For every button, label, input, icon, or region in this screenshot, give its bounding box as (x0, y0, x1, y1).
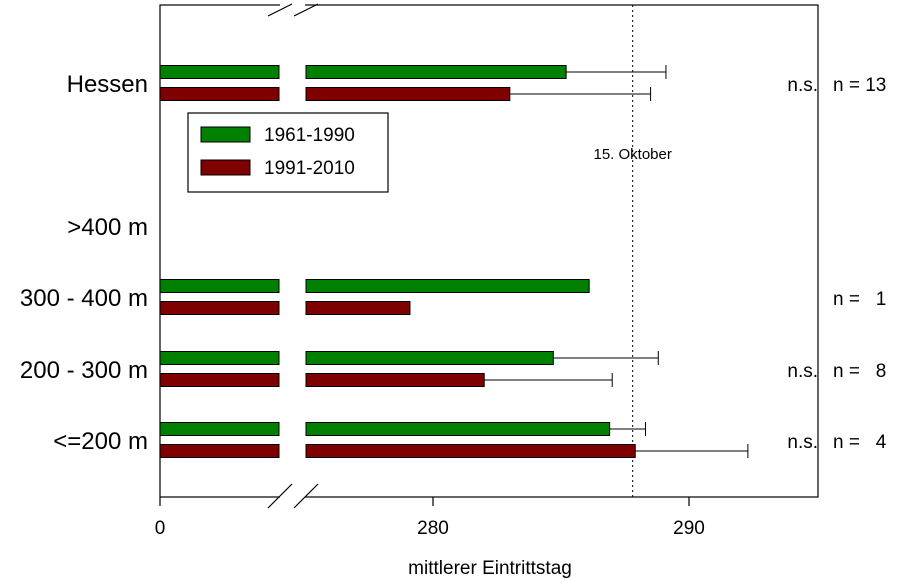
bar-1961-1990 (305, 422, 611, 436)
break-slash-bottom (267, 483, 293, 509)
bar-1991-2010 (305, 87, 511, 101)
x-axis-label: mittlerer Eintrittstag (408, 558, 572, 579)
category-label: >400 m (67, 214, 148, 241)
bars-group (159, 65, 636, 458)
break-slash-top (293, 3, 319, 17)
bar-1961-1990 (159, 65, 280, 79)
break-slash-top (267, 3, 293, 17)
legend-box (187, 112, 389, 193)
bar-1961-1990 (159, 422, 280, 436)
plot-frame (159, 4, 819, 498)
x-axis-ticks: 0 280 290 (155, 497, 705, 539)
reference-line-group: 15. Oktober (593, 5, 672, 497)
bar-1961-1990 (305, 65, 567, 79)
legend-label: 1991-2010 (264, 158, 355, 179)
legend: 1961-1990 1991-2010 (187, 112, 389, 193)
significance-label: n.s. (787, 361, 818, 382)
legend-label: 1961-1990 (264, 125, 355, 146)
annotations: n.s. n = 13 n = 1 n.s. n = 8 n.s. n = 4 (787, 75, 886, 453)
legend-swatch (200, 126, 251, 143)
error-bars-group (484, 65, 749, 458)
n-label: n = 1 (833, 289, 886, 310)
bar-1961-1990 (305, 279, 590, 293)
bar-1961-1990 (159, 279, 280, 293)
significance-label: n.s. (787, 75, 818, 96)
plot-border (159, 4, 819, 498)
bar-1991-2010 (159, 373, 280, 387)
x-tick-label: 0 (155, 518, 166, 539)
bar-1991-2010 (159, 444, 280, 458)
category-label: <=200 m (53, 428, 148, 455)
significance-label: n.s. (787, 432, 818, 453)
category-labels: Hessen >400 m 300 - 400 m 200 - 300 m <=200 … (20, 71, 148, 455)
bar-1991-2010 (305, 301, 411, 315)
n-label: n = 4 (833, 432, 887, 453)
break-gap-bottom (280, 492, 305, 502)
reference-line-label: 15. Oktober (593, 146, 671, 163)
break-gap-top (280, 0, 305, 10)
category-label: Hessen (67, 71, 148, 98)
n-label: n = 13 (833, 75, 886, 96)
x-tick-label: 280 (417, 518, 449, 539)
bar-1961-1990 (305, 351, 554, 365)
bar-1991-2010 (305, 444, 636, 458)
bar-1961-1990 (159, 351, 280, 365)
bar-1991-2010 (159, 87, 280, 101)
bar-1991-2010 (159, 301, 280, 315)
legend-swatch (200, 159, 251, 176)
break-slash-bottom (293, 483, 319, 509)
category-label: 300 - 400 m (20, 285, 148, 312)
bar-1991-2010 (305, 373, 485, 387)
axis-break-group (267, 0, 319, 509)
category-label: 200 - 300 m (20, 357, 148, 384)
n-label: n = 8 (833, 361, 886, 382)
x-tick-label: 290 (673, 518, 705, 539)
